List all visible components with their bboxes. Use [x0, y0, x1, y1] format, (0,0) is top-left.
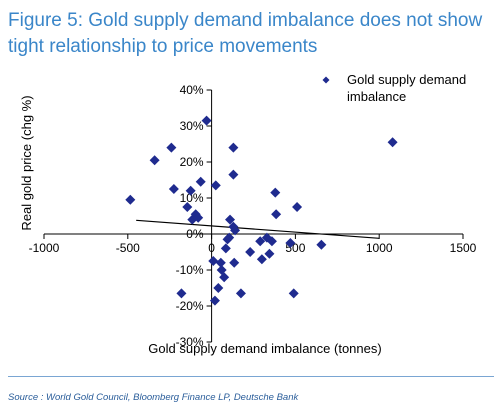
- data-point: [125, 194, 136, 205]
- x-tick-label: -1000: [29, 241, 60, 255]
- data-point: [220, 243, 231, 254]
- data-point: [235, 288, 246, 299]
- data-point: [255, 236, 266, 247]
- source-note: Source : World Gold Council, Bloomberg F…: [8, 392, 299, 403]
- data-point: [228, 142, 239, 153]
- data-point: [219, 272, 230, 283]
- legend-label-line1: Gold supply demand: [347, 72, 466, 87]
- x-axis-label: Gold supply demand imbalance (tonnes): [148, 341, 381, 356]
- legend-label-line2: imbalance: [347, 89, 406, 104]
- data-point: [182, 202, 193, 212]
- x-tick-label: -500: [116, 241, 140, 255]
- data-point: [201, 115, 212, 126]
- data-point: [195, 176, 206, 187]
- y-axis: -30% -20% -10% 0% 10% 20% 30% 40%: [176, 83, 213, 349]
- data-points: [125, 115, 398, 306]
- data-point: [266, 236, 277, 247]
- data-point: [224, 232, 235, 243]
- data-point: [387, 137, 398, 148]
- y-tick-label: 0%: [186, 227, 204, 241]
- trendline-group: [136, 219, 380, 239]
- data-point: [230, 225, 241, 236]
- data-point: [292, 202, 303, 212]
- y-tick-label: -10%: [176, 263, 204, 277]
- data-point: [209, 295, 220, 306]
- data-point: [316, 239, 327, 250]
- y-tick-label: 40%: [180, 83, 204, 97]
- y-tick-label: 10%: [180, 191, 204, 205]
- data-point: [185, 185, 196, 196]
- data-point: [149, 155, 160, 166]
- data-point: [166, 142, 177, 153]
- y-tick-label: -20%: [176, 299, 204, 313]
- y-tick-label: 30%: [180, 119, 204, 133]
- x-tick-label: 1000: [366, 241, 393, 255]
- trendline: [136, 219, 380, 239]
- data-point: [215, 257, 226, 268]
- x-tick-label: 1500: [450, 241, 477, 255]
- data-point: [256, 254, 267, 265]
- figure-title: Figure 5: Gold supply demand imbalance d…: [8, 10, 483, 57]
- data-point: [210, 180, 221, 191]
- source-divider: [8, 376, 494, 377]
- data-point: [264, 248, 275, 259]
- data-point: [208, 256, 219, 266]
- data-point: [270, 187, 281, 198]
- data-point: [176, 288, 187, 299]
- y-tick-label: 20%: [180, 155, 204, 169]
- data-point: [193, 212, 204, 223]
- data-point: [229, 257, 240, 268]
- scatter-chart: -1000-500050010001500 -30%-20%-10%0%10%2…: [19, 72, 477, 356]
- y-tick-label: -30%: [176, 335, 204, 349]
- legend-marker: [322, 76, 330, 84]
- y-axis-label: Real gold price (chg %): [19, 95, 34, 230]
- data-point: [245, 247, 256, 257]
- data-point: [288, 288, 299, 299]
- data-point: [168, 184, 179, 194]
- data-point: [285, 238, 296, 248]
- data-point: [271, 209, 282, 220]
- data-point: [213, 283, 224, 293]
- data-point: [225, 214, 236, 225]
- legend: Gold supply demand imbalance: [322, 72, 466, 104]
- data-point: [228, 169, 239, 180]
